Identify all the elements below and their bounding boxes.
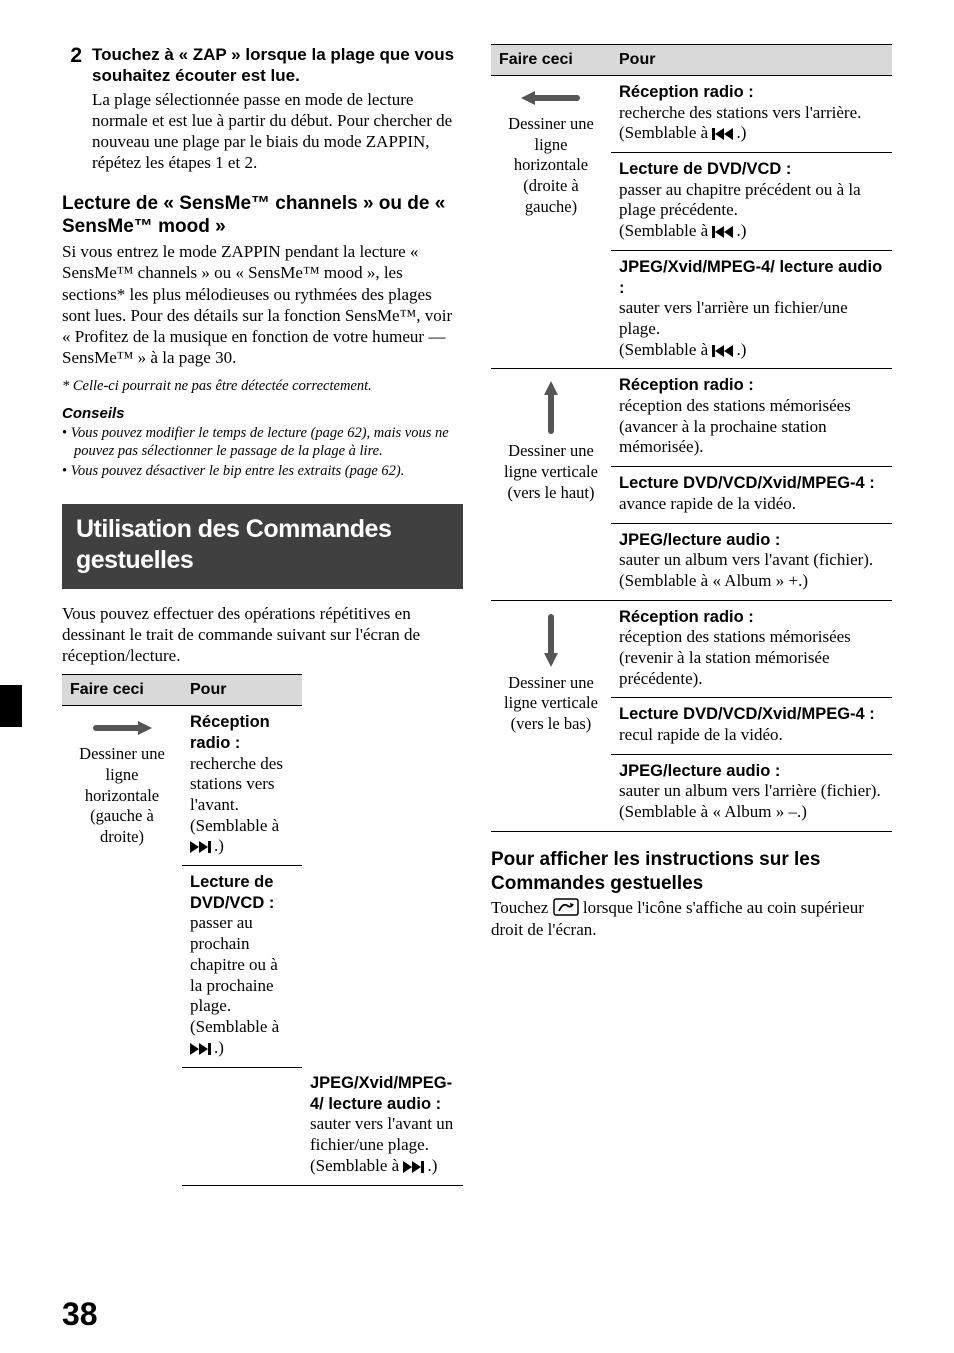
arrow-right-icon bbox=[92, 718, 152, 738]
gesture-cell-swipe-up: Dessiner une ligne verticale (vers le ha… bbox=[491, 369, 611, 523]
cell-title: Lecture DVD/VCD/Xvid/MPEG-4 : bbox=[619, 704, 884, 725]
cell-body: recherche des stations vers l'arrière. bbox=[619, 103, 861, 122]
table-cell: Lecture DVD/VCD/Xvid/MPEG-4 : avance rap… bbox=[611, 467, 892, 523]
cell-body: passer au prochain chapitre ou à la proc… bbox=[190, 913, 278, 1015]
section-intro: Vous pouvez effectuer des opérations rép… bbox=[62, 603, 463, 667]
cell-title: Lecture de DVD/VCD : bbox=[619, 159, 884, 180]
cell-end: .) bbox=[214, 836, 224, 855]
table-cell: JPEG/lecture audio : sauter un album ver… bbox=[611, 523, 892, 600]
step-body-text: La plage sélectionnée passe en mode de l… bbox=[92, 89, 463, 174]
tip-item: Vous pouvez modifier le temps de lecture… bbox=[62, 424, 463, 460]
cell-end: .) bbox=[736, 340, 746, 359]
arrow-left-icon bbox=[521, 88, 581, 108]
section-heading-gestures: Utilisation des Commandes gestuelles bbox=[62, 504, 463, 589]
step-2: 2 Touchez à « ZAP » lorsque la plage que… bbox=[62, 44, 463, 174]
cell-end: .) bbox=[736, 123, 746, 142]
gesture-cell-swipe-right: Dessiner une ligne horizontale (gauche à… bbox=[62, 706, 182, 1185]
display-instructions-heading: Pour afficher les instructions sur les C… bbox=[491, 848, 892, 896]
side-tab-marker bbox=[0, 685, 22, 727]
tip-item: Vous pouvez désactiver le bip entre les … bbox=[62, 462, 463, 480]
table-cell: JPEG/Xvid/MPEG-4/ lecture audio : sauter… bbox=[611, 250, 892, 368]
cell-suffix: (Semblable à bbox=[190, 1017, 279, 1036]
tips-list: Vous pouvez modifier le temps de lecture… bbox=[62, 424, 463, 480]
arrow-up-icon bbox=[541, 381, 561, 435]
table-cell: JPEG/lecture audio : sauter un album ver… bbox=[611, 754, 892, 831]
gesture-label: Dessiner une ligne verticale (vers le ba… bbox=[504, 673, 598, 733]
arrow-down-icon bbox=[541, 613, 561, 667]
cell-title: JPEG/Xvid/MPEG-4/ lecture audio : bbox=[619, 257, 884, 298]
sensme-body: Si vous entrez le mode ZAPPIN pendant la… bbox=[62, 241, 463, 369]
table-header-col2: Pour bbox=[611, 45, 892, 76]
cell-end: .) bbox=[214, 1038, 224, 1057]
table-cell: Lecture de DVD/VCD : passer au chapitre … bbox=[611, 153, 892, 251]
cell-suffix: (Semblable à bbox=[619, 221, 712, 240]
prev-track-icon bbox=[712, 128, 736, 140]
cell-body: sauter un album vers l'avant (fichier). bbox=[619, 550, 873, 569]
gesture-table-right: Faire ceci Pour Dessiner une ligne horiz… bbox=[491, 44, 892, 832]
next-track-icon bbox=[190, 841, 214, 853]
cell-title: Réception radio : bbox=[190, 712, 294, 753]
cell-body: sauter vers l'arrière un fichier/une pla… bbox=[619, 298, 848, 338]
gesture-info-icon bbox=[553, 898, 579, 916]
gesture-label: Dessiner une ligne horizontale (gauche à… bbox=[79, 744, 165, 846]
table-header-col2: Pour bbox=[182, 675, 302, 706]
step-title: Touchez à « ZAP » lorsque la plage que v… bbox=[92, 44, 463, 87]
cell-title: Réception radio : bbox=[619, 607, 884, 628]
cell-end: .) bbox=[736, 221, 746, 240]
prev-track-icon bbox=[712, 345, 736, 357]
cell-suffix: (Semblable à bbox=[310, 1156, 403, 1175]
cell-suffix: (Semblable à bbox=[619, 123, 712, 142]
table-header-col1: Faire ceci bbox=[62, 675, 182, 706]
cell-body: avance rapide de la vidéo. bbox=[619, 494, 884, 515]
cell-title: JPEG/lecture audio : bbox=[619, 530, 884, 551]
gesture-label: Dessiner une ligne verticale (vers le ha… bbox=[504, 441, 598, 501]
cell-suffix: (Semblable à bbox=[619, 340, 712, 359]
table-cell: Lecture de DVD/VCD : passer au prochain … bbox=[182, 866, 302, 1067]
next-track-icon bbox=[403, 1161, 427, 1173]
table-cell: JPEG/Xvid/MPEG-4/ lecture audio : sauter… bbox=[302, 1067, 463, 1185]
prev-track-icon bbox=[712, 226, 736, 238]
gesture-table-left: Faire ceci Pour Dessiner une ligne horiz… bbox=[62, 674, 463, 1185]
cell-title: Lecture de DVD/VCD : bbox=[190, 872, 294, 913]
cell-title: Lecture DVD/VCD/Xvid/MPEG-4 : bbox=[619, 473, 884, 494]
cell-body: sauter un album vers l'arrière (fichier)… bbox=[619, 781, 881, 800]
subheading-sensme: Lecture de « SensMe™ channels » ou de « … bbox=[62, 192, 463, 240]
right-column: Faire ceci Pour Dessiner une ligne horiz… bbox=[491, 44, 892, 1333]
gesture-label: Dessiner une ligne horizontale (droite à… bbox=[508, 114, 594, 216]
table-cell: Lecture DVD/VCD/Xvid/MPEG-4 : recul rapi… bbox=[611, 698, 892, 754]
display-instructions-body: Touchez lorsque l'icône s'affiche au coi… bbox=[491, 897, 892, 940]
cell-body: passer au chapitre précédent ou à la pla… bbox=[619, 180, 861, 220]
left-column: 2 Touchez à « ZAP » lorsque la plage que… bbox=[62, 44, 463, 1333]
next-track-icon bbox=[190, 1043, 214, 1055]
table-cell: Réception radio : recherche des stations… bbox=[182, 706, 302, 866]
cell-suffix: (Semblable à « Album » –.) bbox=[619, 802, 807, 821]
cell-body: réception des stations mémorisées (reven… bbox=[619, 627, 884, 689]
step-number: 2 bbox=[62, 44, 82, 174]
cell-body: réception des stations mémorisées (avanc… bbox=[619, 396, 884, 458]
table-cell: Réception radio : réception des stations… bbox=[611, 369, 892, 467]
page-number: 38 bbox=[62, 1296, 463, 1333]
table-header-col1: Faire ceci bbox=[491, 45, 611, 76]
cell-title: Réception radio : bbox=[619, 375, 884, 396]
table-cell: Réception radio : réception des stations… bbox=[611, 600, 892, 698]
table-cell: Réception radio : recherche des stations… bbox=[611, 76, 892, 153]
cell-body: sauter vers l'avant un fichier/une plage… bbox=[310, 1114, 453, 1154]
footnote: * Celle-ci pourrait ne pas être détectée… bbox=[62, 377, 463, 395]
cell-title: Réception radio : bbox=[619, 82, 884, 103]
gesture-cell-swipe-left: Dessiner une ligne horizontale (droite à… bbox=[491, 76, 611, 251]
cell-end: .) bbox=[427, 1156, 437, 1175]
gesture-cell-swipe-down: Dessiner une ligne verticale (vers le ba… bbox=[491, 600, 611, 754]
display-body-pre: Touchez bbox=[491, 898, 553, 917]
cell-title: JPEG/Xvid/MPEG-4/ lecture audio : bbox=[310, 1073, 455, 1114]
cell-body: recherche des stations vers l'avant. bbox=[190, 754, 283, 814]
cell-title: JPEG/lecture audio : bbox=[619, 761, 884, 782]
cell-body: recul rapide de la vidéo. bbox=[619, 725, 884, 746]
tips-heading: Conseils bbox=[62, 405, 463, 422]
cell-suffix: (Semblable à bbox=[190, 816, 279, 835]
cell-suffix: (Semblable à « Album » +.) bbox=[619, 571, 808, 590]
